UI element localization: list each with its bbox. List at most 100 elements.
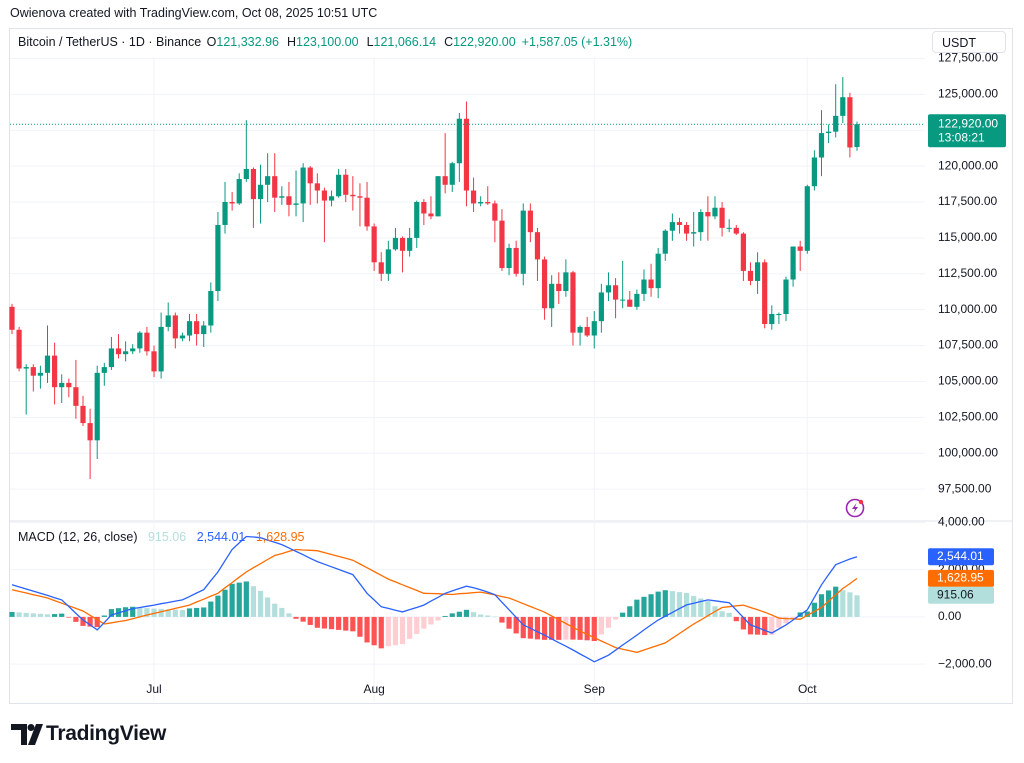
- candle-body: [328, 196, 335, 201]
- candle-body: [620, 299, 626, 301]
- histogram-bar: [328, 616, 335, 630]
- histogram-bar: [463, 609, 470, 617]
- candle-body: [762, 262, 768, 325]
- histogram-bar: [556, 616, 562, 640]
- histogram-bar: [357, 616, 363, 637]
- candle-body: [179, 335, 186, 339]
- candle-body: [506, 247, 512, 269]
- currency-button[interactable]: USDT: [932, 31, 1006, 53]
- histogram-bar: [634, 599, 640, 617]
- brand-logo: [11, 724, 43, 745]
- candle-body: [87, 423, 93, 441]
- candle-body: [499, 220, 505, 269]
- histogram-bar: [23, 612, 29, 617]
- histogram-bar: [676, 592, 683, 617]
- histogram-bar: [470, 612, 477, 617]
- candle-body: [478, 202, 484, 204]
- chart-frame: [9, 28, 1013, 704]
- candle-body: [208, 291, 214, 326]
- candle-body: [357, 196, 363, 198]
- y-tick-label: 107,500.00: [938, 338, 998, 352]
- candle-body: [726, 227, 732, 229]
- candle-body: [343, 174, 349, 195]
- histogram-bar: [435, 616, 441, 621]
- histogram-bar: [662, 590, 668, 617]
- candle-body: [272, 176, 278, 198]
- icon-bolt: [852, 503, 858, 513]
- histogram-bar: [215, 595, 221, 617]
- histogram-bar: [754, 616, 761, 635]
- histogram-bar: [336, 616, 342, 630]
- histogram-bar: [144, 608, 150, 617]
- ohlc-key: L: [366, 35, 374, 49]
- candle-body: [9, 306, 15, 330]
- histogram-bar: [534, 616, 541, 640]
- histogram-bar: [563, 616, 569, 640]
- histogram-bar: [506, 616, 512, 629]
- histogram-bar: [293, 616, 299, 619]
- candle-body: [627, 299, 633, 307]
- y-tick-label: 115,000.00: [938, 230, 997, 244]
- change: +1,587.05 (+1.31%): [521, 35, 633, 49]
- histogram-bar: [719, 611, 725, 617]
- price-pane: [9, 77, 925, 480]
- candle-body: [534, 232, 541, 260]
- histogram-bar: [513, 616, 519, 634]
- candle-body: [705, 212, 711, 217]
- candle-body: [59, 382, 65, 388]
- histogram-bar: [811, 602, 817, 617]
- macd-line: [11, 535, 858, 663]
- histogram-bar: [612, 616, 619, 620]
- countdown-label: 13:08:21: [938, 130, 985, 144]
- histogram-bar: [130, 606, 136, 617]
- histogram-value: 915.06: [147, 530, 187, 544]
- candle-body: [549, 283, 555, 309]
- candle-body: [73, 387, 79, 406]
- candle-body: [321, 190, 328, 201]
- candle-body: [719, 207, 725, 228]
- histogram-value-label: 915.06: [937, 587, 974, 601]
- candle-body: [669, 222, 675, 231]
- histogram-bar: [456, 611, 462, 617]
- histogram-bar: [733, 616, 739, 622]
- candle-body: [513, 247, 519, 274]
- candle-body: [421, 202, 427, 214]
- candle-body: [754, 262, 761, 281]
- candle-body: [797, 246, 803, 251]
- histogram-bar: [442, 615, 448, 617]
- candle-body: [456, 118, 462, 164]
- candle-body: [527, 210, 533, 233]
- histogram-bar: [194, 607, 200, 617]
- y-tick-label: 97,500.00: [938, 481, 992, 495]
- histogram-bar: [570, 616, 576, 640]
- histogram-bar: [186, 608, 193, 617]
- candle-body: [584, 326, 590, 336]
- candle-body: [137, 332, 143, 349]
- candle-body: [165, 315, 171, 327]
- candle-body: [293, 203, 299, 205]
- logo-part: [27, 724, 35, 731]
- logo-part: [28, 724, 43, 745]
- candle-body: [265, 176, 271, 185]
- ohlc-value: 121,066.14: [373, 35, 437, 49]
- candle-body: [541, 259, 548, 309]
- histogram-bar: [478, 614, 484, 617]
- histogram-bar: [414, 616, 420, 634]
- candle-body: [37, 372, 44, 376]
- candle-body: [392, 237, 399, 250]
- x-tick-label: Aug: [363, 682, 384, 696]
- histogram-bar: [222, 589, 228, 617]
- candle-body: [130, 348, 136, 352]
- ohlc-key: O: [206, 35, 217, 49]
- histogram-bar: [740, 616, 746, 630]
- candle-body: [371, 226, 377, 263]
- candle-body: [463, 118, 470, 191]
- candle-body: [470, 190, 477, 204]
- symbol: Bitcoin / TetherUS · 1D · Binance: [18, 35, 202, 49]
- histogram-bar: [790, 616, 796, 619]
- indicator-title: MACD (12, 26, close): [18, 530, 138, 544]
- histogram-bar: [449, 613, 455, 617]
- candle-body: [250, 168, 257, 200]
- candle-body: [854, 124, 860, 147]
